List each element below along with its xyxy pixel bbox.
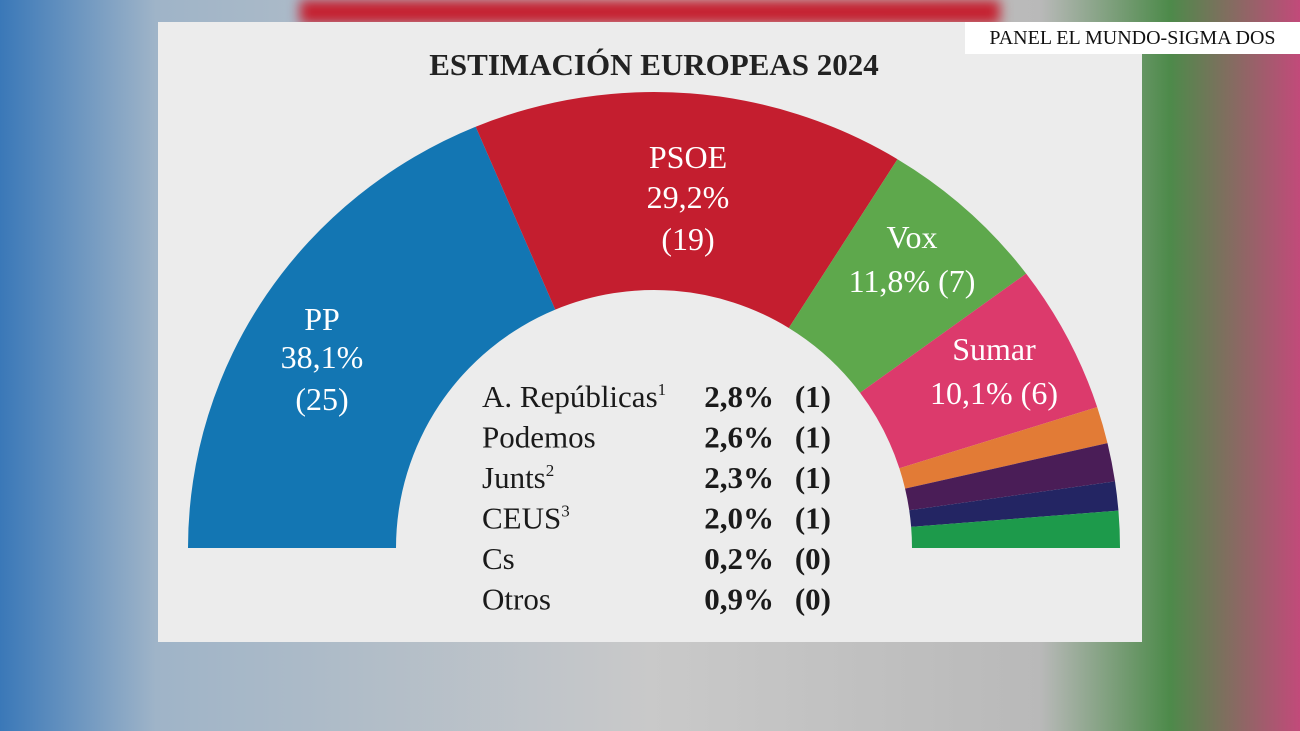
label-psoe-percent: 29,2%: [647, 179, 730, 215]
party-percent: 2,3%: [704, 460, 774, 495]
party-seats: (1): [795, 460, 831, 495]
label-sumar-name: Sumar: [952, 331, 1036, 367]
party-name: Otros: [482, 582, 551, 617]
segment-podemos: [905, 443, 1116, 511]
label-sumar-value: 10,1% (6): [930, 375, 1058, 411]
table-row: CEUS3 2,0% (1): [482, 501, 831, 536]
table-row: Podemos 2,6% (1): [482, 420, 831, 455]
party-seats: (0): [795, 582, 831, 617]
segment-psoe: [475, 91, 898, 329]
label-psoe-seats: (19): [661, 221, 714, 257]
label-pp-percent: 38,1%: [281, 339, 364, 375]
party-seats: (0): [795, 541, 831, 576]
label-pp-seats: (25): [295, 381, 348, 417]
party-seats: (1): [795, 379, 831, 414]
party-percent: 2,8%: [704, 379, 774, 414]
table-row: Junts2 2,3% (1): [482, 460, 831, 495]
party-name: Cs: [482, 541, 515, 576]
segment-vox: [788, 159, 1027, 393]
segment-sumar: [860, 273, 1098, 469]
label-vox-value: 11,8% (7): [849, 263, 976, 299]
segment-junts: [909, 481, 1119, 527]
segment-pp: [188, 126, 556, 548]
label-psoe-name: PSOE: [649, 139, 727, 175]
party-percent: 2,0%: [704, 501, 774, 536]
party-percent: 0,2%: [704, 541, 774, 576]
party-name: CEUS3: [482, 501, 570, 536]
background-blur: [300, 0, 1000, 24]
party-name: Podemos: [482, 420, 596, 455]
label-vox-name: Vox: [887, 219, 938, 255]
party-seats: (1): [795, 501, 831, 536]
party-percent: 2,6%: [704, 420, 774, 455]
party-percent: 0,9%: [704, 582, 774, 617]
party-name: Junts2: [482, 460, 554, 495]
segment-a-rep-blicas: [899, 407, 1108, 489]
chart-title: ESTIMACIÓN EUROPEAS 2024: [429, 47, 879, 82]
source-label: PANEL EL MUNDO-SIGMA DOS: [965, 22, 1300, 54]
party-name: A. Repúblicas1: [482, 379, 666, 414]
party-seats: (1): [795, 420, 831, 455]
segment-ceus: [911, 510, 1120, 548]
table-row: Cs 0,2% (0): [482, 541, 831, 576]
table-row: A. Repúblicas1 2,8% (1): [482, 379, 831, 414]
table-row: Otros 0,9% (0): [482, 582, 831, 617]
label-pp-name: PP: [304, 301, 340, 337]
